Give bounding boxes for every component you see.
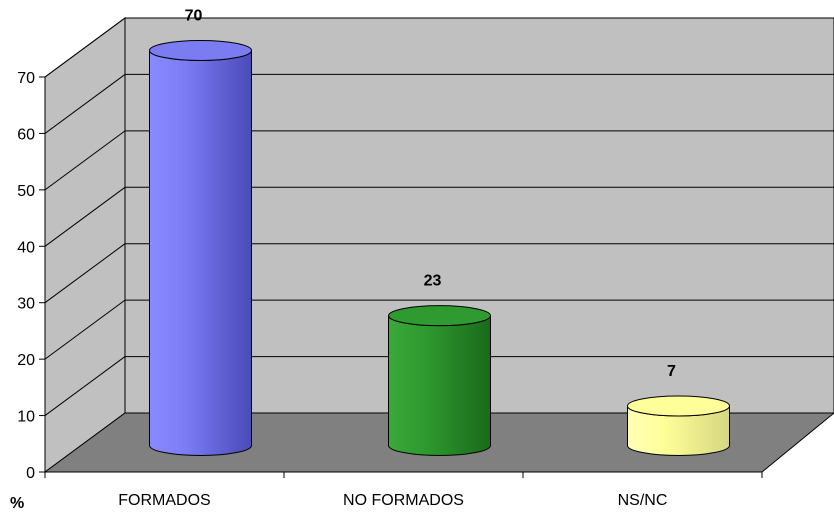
x-tick-label: FORMADOS: [118, 492, 210, 509]
y-tick-label: 40: [17, 239, 35, 256]
bar-top: [149, 39, 252, 61]
bars: [149, 39, 730, 456]
data-label: 70: [185, 7, 203, 24]
gridline-side: [44, 17, 126, 78]
y-tick-label: 20: [17, 352, 35, 369]
bar-top: [388, 305, 491, 327]
x-tick-label: NS/NC: [618, 492, 668, 509]
y-axis-unit-label: %: [10, 495, 24, 512]
bar-formados: [149, 39, 252, 456]
plot-side-wall: [44, 17, 126, 473]
data-labels: 70 23 7: [185, 7, 676, 380]
gridline-side: [44, 356, 126, 416]
data-label: 23: [424, 273, 442, 290]
x-axis: FORMADOS NO FORMADOS NS/NC: [44, 471, 763, 509]
gridline-side: [44, 243, 126, 304]
y-tick-label: 70: [17, 70, 35, 87]
gridline-side: [44, 299, 126, 360]
gridline-side: [44, 130, 126, 191]
x-tick-label: NO FORMADOS: [343, 492, 464, 509]
y-tick-label: 60: [17, 126, 35, 143]
y-tick-label: 30: [17, 296, 35, 313]
gridline-side: [44, 186, 126, 247]
bar-ns-nc: [627, 395, 730, 456]
data-label: 7: [667, 363, 676, 380]
bar-body: [149, 50, 252, 456]
bar-no-formados: [388, 305, 491, 456]
bar-top: [627, 395, 730, 417]
y-tick-label: 0: [26, 465, 35, 482]
y-axis: 0 10 20 30 40 50 60 70: [17, 70, 46, 482]
bar-body: [388, 315, 491, 456]
y-tick-label: 10: [17, 409, 35, 426]
gridline-side: [44, 74, 126, 134]
y-tick-label: 50: [17, 183, 35, 200]
